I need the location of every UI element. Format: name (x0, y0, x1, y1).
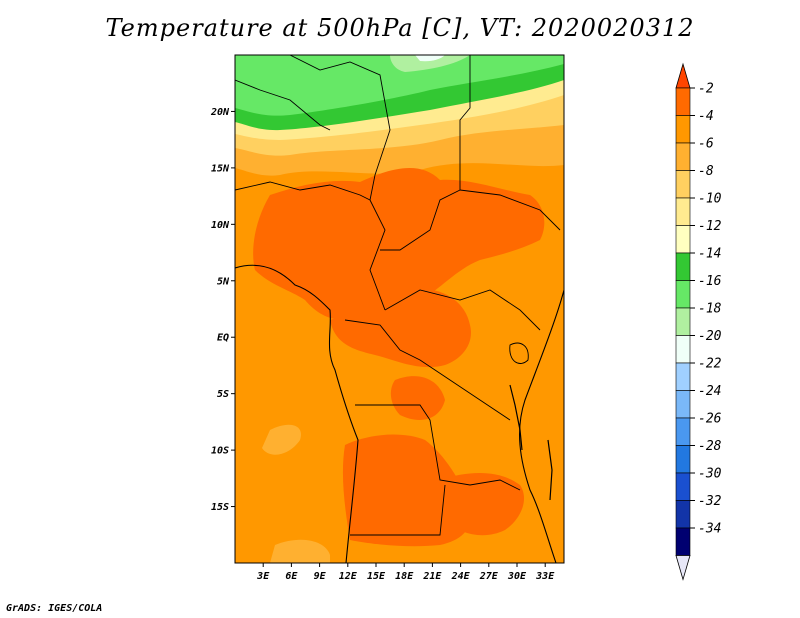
border-2 (380, 55, 471, 251)
x-tick-label: 21E (422, 571, 442, 582)
colorbar-label: -18 (698, 302, 722, 317)
x-tick-label: 15E (367, 571, 386, 582)
colorbar-segment (675, 115, 691, 144)
x-tick-label: 6E (285, 571, 298, 582)
border-7 (355, 404, 521, 491)
colorbar-label: -26 (698, 412, 722, 427)
field-band-20 (415, 55, 445, 62)
colorbar-segment (675, 527, 691, 556)
colorbar-segment (675, 335, 691, 364)
colorbar-segment (675, 307, 691, 336)
y-tick-label: 15N (211, 163, 230, 174)
border-6 (344, 319, 511, 421)
x-tick-label: 9E (314, 571, 327, 582)
map-field (235, 55, 564, 563)
colorbar-arrow-top (675, 62, 691, 89)
y-tick-label: 10N (211, 220, 230, 231)
y-tick-label: 10S (211, 446, 229, 457)
y-tick-label: EQ (217, 333, 229, 344)
border-8 (350, 484, 446, 536)
field-cool-sw (262, 424, 301, 455)
x-axis: 3E 6E 9E 12E 15E 18E 21E 24E 27E 30E 33E (256, 563, 555, 582)
colorbar-segment (675, 225, 691, 254)
colorbar-segment (675, 445, 691, 474)
colorbar-label: -8 (698, 164, 714, 179)
map-frame (234, 54, 565, 564)
colorbar-label: -10 (698, 192, 722, 207)
colorbar-arrow-bottom (675, 555, 691, 581)
colorbar-label: -14 (698, 247, 721, 262)
y-tick-label: 5S (217, 389, 229, 400)
border-1 (289, 55, 391, 311)
colorbar-label: -12 (698, 219, 722, 234)
colorbar-label: -16 (698, 274, 722, 289)
credit-text: GrADS: IGES/COLA (6, 603, 103, 614)
colorbar-segment (675, 170, 691, 199)
field-warm-se (390, 376, 445, 420)
border-3 (235, 181, 371, 201)
x-tick-label: 12E (339, 571, 358, 582)
colorbar-label: -32 (698, 494, 722, 509)
colorbar: -2 -4 -6 -8 -10 -12 -14 -16 -18 -20 -22 -24 -26 -28 -3… (675, 62, 722, 581)
colorbar-label: -22 (698, 357, 722, 372)
colorbar-label: -28 (698, 439, 722, 454)
colorbar-label: -6 (698, 137, 714, 152)
colorbar-label: -30 (698, 467, 722, 482)
y-tick-label: 5N (217, 276, 230, 287)
y-axis: 20N 15N 10N 5N EQ 5S 10S 15S (210, 107, 235, 513)
lake-malawi (547, 439, 553, 501)
east-coast (519, 289, 564, 563)
colorbar-label: -34 (698, 522, 721, 537)
x-tick-label: 33E (535, 571, 555, 582)
chart-title: Temperature at 500hPa [C], VT: 202002031… (105, 14, 695, 42)
colorbar-label: -4 (698, 109, 714, 124)
colorbar-label: -2 (698, 82, 714, 97)
x-tick-label: 3E (256, 571, 270, 582)
colorbar-segment (675, 472, 691, 501)
field-warm-north (253, 167, 545, 320)
field-band-16 (235, 55, 564, 116)
colorbar-segment (675, 197, 691, 226)
colorbar-segment (675, 362, 691, 391)
coastline (235, 264, 359, 563)
field-warm-central (330, 289, 471, 368)
x-tick-label: 24E (451, 571, 471, 582)
border-5 (384, 289, 541, 331)
x-tick-label: 18E (395, 571, 414, 582)
colorbar-label: -24 (698, 384, 721, 399)
field-warm-zambia (440, 473, 525, 536)
colorbar-segment (675, 500, 691, 529)
lake-victoria (509, 342, 529, 364)
colorbar-segment (675, 280, 691, 309)
field-warm-angola (342, 434, 472, 547)
field-band-18 (390, 55, 470, 72)
x-tick-label: 27E (479, 571, 499, 582)
colorbar-segment (675, 142, 691, 171)
border-4 (459, 189, 561, 231)
colorbar-segment (675, 417, 691, 446)
x-tick-label: 30E (507, 571, 527, 582)
y-tick-label: 15S (211, 502, 229, 513)
field-cool-s (270, 539, 330, 563)
colorbar-segment (675, 252, 691, 281)
lake-tanganyika (509, 384, 523, 451)
colorbar-segment (675, 390, 691, 419)
y-tick-label: 20N (210, 107, 230, 118)
colorbar-label: -20 (698, 329, 722, 344)
border-9 (235, 79, 331, 131)
colorbar-segment (675, 87, 691, 116)
